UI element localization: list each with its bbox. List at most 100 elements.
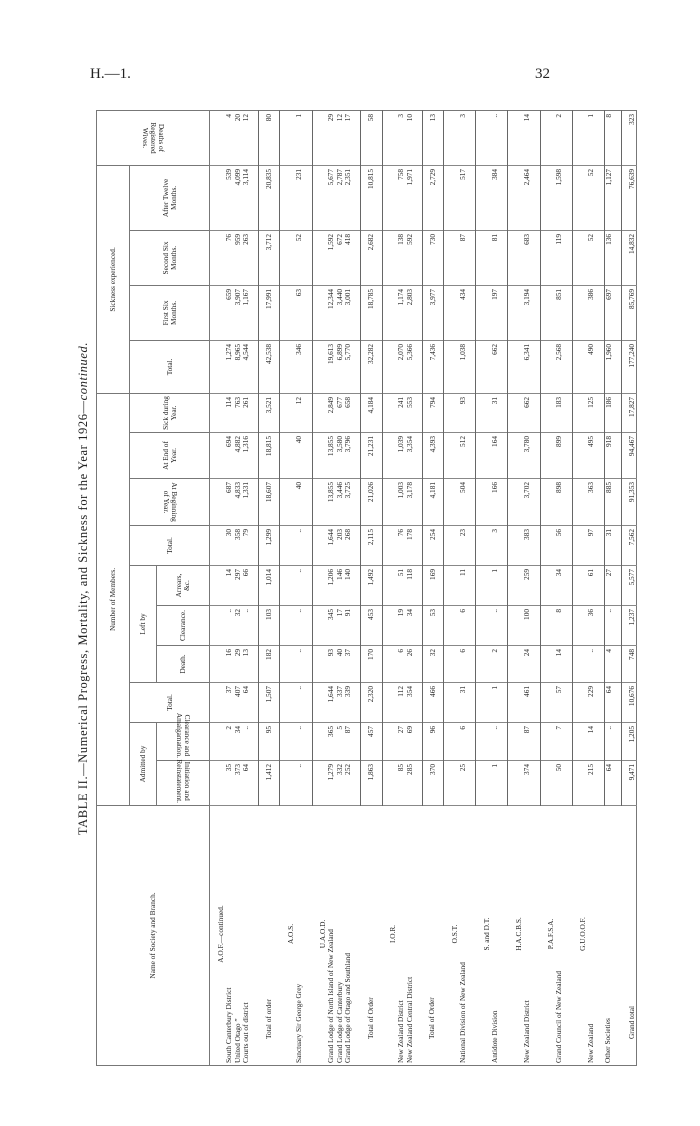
cell-value: .. <box>294 605 313 646</box>
cell-value: 91 <box>343 605 361 646</box>
cell-value <box>572 565 588 606</box>
cell-value <box>382 110 398 166</box>
cell-value: .. <box>241 605 259 646</box>
table-row: Grand Lodge of North Island of New Zeala… <box>326 110 336 1065</box>
row-name-text: New Zealand <box>586 1023 596 1063</box>
row-name: H.A.C.B.S. <box>508 806 523 1066</box>
cell-value <box>279 682 296 723</box>
cell-value <box>382 682 398 723</box>
cell-value: 1,205 <box>621 722 637 761</box>
cell-value: 94,467 <box>621 432 637 479</box>
cell-value: 1,127 <box>604 165 622 231</box>
cell-value <box>279 393 296 433</box>
cell-value <box>312 525 328 566</box>
cell-value: 32,282 <box>360 340 383 394</box>
cell-value <box>443 432 460 479</box>
cell-value: 3,354 <box>405 432 423 479</box>
header-second-six: Second Six Months. <box>129 230 210 286</box>
cell-value: 383 <box>522 525 541 566</box>
cell-value <box>382 230 398 286</box>
row-name: Grand Council of New Zealand <box>554 806 572 1066</box>
table-row: Antidote Division 1.. 1 2.. 1 3 166 164 31 662 197… <box>490 110 508 1066</box>
table-title-suffix: continued. <box>76 341 90 401</box>
cell-value: 215 <box>586 760 605 806</box>
cell-value: 1,598 <box>554 165 573 231</box>
cell-value <box>382 760 398 806</box>
cell-value: 386 <box>586 285 605 341</box>
cell-value <box>572 645 588 683</box>
cell-value <box>312 432 328 479</box>
cell-value: 3,725 <box>343 478 361 526</box>
cell-value: 1,507 <box>258 682 280 723</box>
cell-value <box>475 478 492 526</box>
cell-value: 1,237 <box>621 605 637 646</box>
cell-value <box>279 432 296 479</box>
cell-value <box>507 605 524 646</box>
row-name-text: P.A.F.S.A. <box>546 918 556 950</box>
cell-value: 9,471 <box>621 760 637 806</box>
row-name-text: A.O.F.—continued. <box>216 905 225 963</box>
row-name-text: A.O.S. <box>285 923 295 945</box>
cell-value <box>312 682 328 723</box>
cell-value <box>507 340 524 394</box>
cell-value <box>382 645 398 683</box>
cell-value: 4,181 <box>422 478 444 526</box>
society-heading-row: A.O.S. <box>279 110 296 1065</box>
cell-value: 3,114 <box>241 165 259 231</box>
cell-value <box>443 478 460 526</box>
cell-value <box>312 285 328 341</box>
cell-value: 885 <box>604 478 622 526</box>
cell-value: 53 <box>422 605 444 646</box>
cell-value <box>443 165 460 231</box>
cell-value: 259 <box>522 565 541 606</box>
cell-value <box>540 565 556 606</box>
cell-value: .. <box>490 110 508 166</box>
row-name: O.S.T. <box>444 806 459 1066</box>
row-name: New Zealand <box>586 806 604 1066</box>
cell-value: 1,971 <box>405 165 423 231</box>
cell-value: 512 <box>458 432 476 479</box>
cell-value <box>443 285 460 341</box>
cell-value <box>279 230 296 286</box>
cell-value: 12 <box>294 393 313 433</box>
cell-value: 34 <box>554 565 573 606</box>
cell-value: 69 <box>405 722 423 761</box>
cell-value: 140 <box>343 565 361 606</box>
cell-value: 56 <box>554 525 573 566</box>
cell-value <box>572 722 588 761</box>
cell-value: 21,231 <box>360 432 383 479</box>
cell-value: 1 <box>294 110 313 166</box>
header-sick-during: Sick during Year. <box>129 393 210 433</box>
row-name: P.A.F.S.A. <box>540 806 555 1066</box>
row-name: A.O.F.—continued. <box>210 806 226 1066</box>
cell-value <box>540 525 556 566</box>
cell-value <box>475 340 492 394</box>
table-title: TABLE II.—Numerical Progress, Mortality,… <box>72 111 96 1066</box>
cell-value: 323 <box>621 110 637 166</box>
cell-value <box>443 393 460 433</box>
cell-value <box>279 722 296 761</box>
row-name: New Zealand Central District <box>405 806 423 1066</box>
cell-value: 6 <box>458 645 476 683</box>
cell-value: 32 <box>422 645 444 683</box>
cell-value: 31 <box>604 525 622 566</box>
cell-value <box>507 525 524 566</box>
cell-value: 79 <box>241 525 259 566</box>
table-row: Grand Council of New Zealand 50 7 57 14 8 34 56… <box>554 110 573 1066</box>
cell-value: 100 <box>522 605 541 646</box>
cell-value: 17,991 <box>258 285 280 341</box>
cell-value <box>540 230 556 286</box>
row-name: Antidote Division <box>490 806 508 1066</box>
row-name: New Zealand District <box>522 806 540 1066</box>
header-arrears: Arrears, &c. <box>156 565 210 606</box>
cell-value: 697 <box>604 285 622 341</box>
cell-value: 64 <box>604 760 622 806</box>
cell-value <box>382 605 398 646</box>
cell-value <box>279 285 296 341</box>
cell-value <box>572 393 588 433</box>
cell-value: 14 <box>586 722 605 761</box>
cell-value: 64 <box>241 760 259 806</box>
cell-value: .. <box>604 605 622 646</box>
header-sickness-experienced: Sickness experienced. <box>96 165 130 394</box>
cell-value: 81 <box>490 230 508 286</box>
